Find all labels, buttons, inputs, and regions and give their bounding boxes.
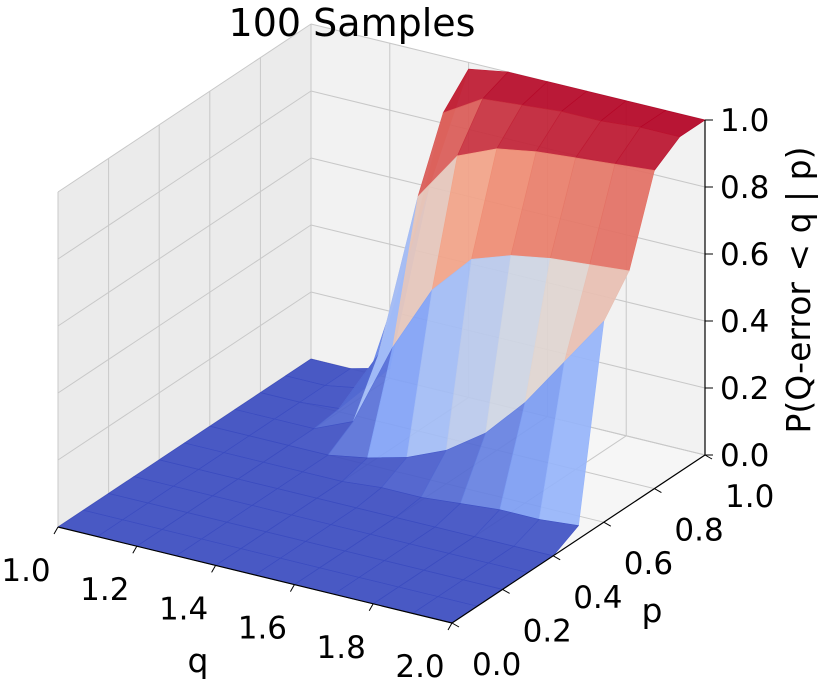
x-axis-label: q xyxy=(188,641,209,680)
y-axis-line xyxy=(451,454,706,624)
y-tick-mark xyxy=(552,555,561,561)
grid-line-z xyxy=(57,291,312,461)
y-tick-mark xyxy=(704,454,713,460)
z-tick-label: 0.2 xyxy=(720,371,769,407)
x-axis-line xyxy=(57,526,453,624)
x-tick-label: 1.0 xyxy=(1,553,50,589)
chart-title: 100 Samples xyxy=(229,1,476,45)
x-tick-mark xyxy=(289,584,295,592)
y-tick-label: 0.8 xyxy=(674,513,723,549)
z-axis-label: P(Q-error < q | p) xyxy=(779,147,818,434)
grid-line-z xyxy=(57,90,312,260)
x-tick-label: 1.8 xyxy=(317,630,366,666)
y-tick-mark xyxy=(654,488,662,494)
x-tick-mark xyxy=(132,545,138,554)
x-tick-label: 1.2 xyxy=(80,572,129,608)
x-tick-label: 2.0 xyxy=(395,649,444,685)
y-tick-label: 0.4 xyxy=(573,580,622,616)
y-tick-mark xyxy=(451,622,460,628)
x-tick-mark xyxy=(53,526,59,535)
y-tick-mark xyxy=(603,521,612,527)
x-tick-mark xyxy=(211,565,217,573)
y-tick-label: 1.0 xyxy=(725,479,774,515)
y-tick-label: 0.0 xyxy=(472,647,521,683)
axis-lines xyxy=(57,120,706,624)
surface-mesh xyxy=(57,68,706,624)
left-pane xyxy=(58,24,311,527)
grid-line-z xyxy=(57,23,312,193)
y-axis-label: p xyxy=(642,591,663,630)
x-tick-label: 1.4 xyxy=(159,591,208,627)
grid-line-z xyxy=(57,157,312,327)
x-tick-mark xyxy=(447,622,453,631)
z-tick-label: 0.4 xyxy=(720,304,769,340)
tick-labels: 1.01.21.41.61.82.0 0.00.20.40.60.81.00.00… xyxy=(1,103,774,685)
grid-line-z xyxy=(57,224,312,394)
y-tick-label: 0.2 xyxy=(523,613,572,649)
x-tick-mark xyxy=(368,603,374,612)
y-tick-mark xyxy=(502,588,510,594)
z-tick-label: 0.0 xyxy=(720,438,769,474)
y-tick-label: 0.6 xyxy=(624,546,673,582)
z-tick-label: 0.8 xyxy=(720,170,769,206)
z-tick-label: 1.0 xyxy=(720,103,769,139)
x-tick-label: 1.6 xyxy=(238,611,287,647)
z-tick-label: 0.6 xyxy=(720,237,769,273)
